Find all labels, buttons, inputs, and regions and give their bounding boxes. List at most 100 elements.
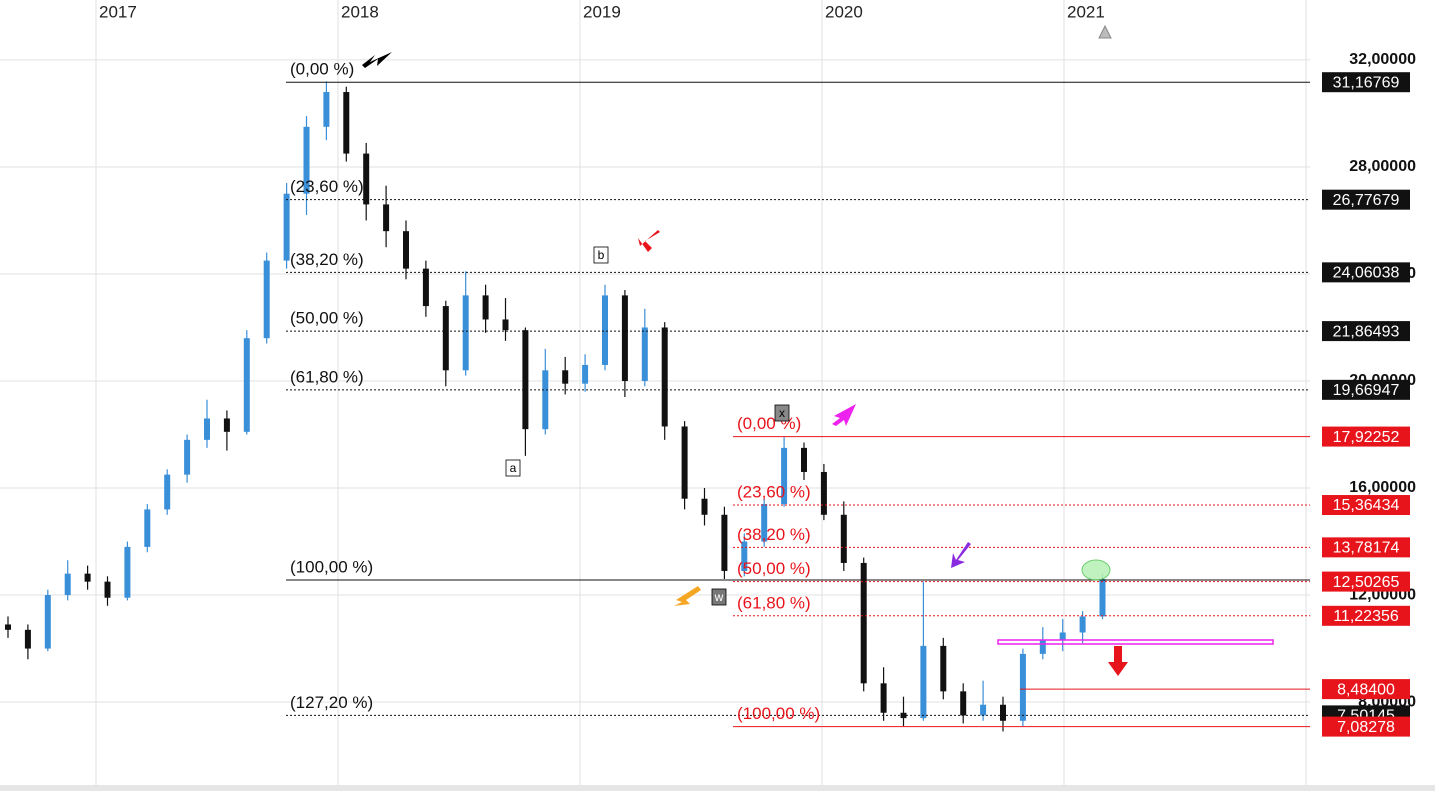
x-tick-label: 2018 [341, 2, 379, 21]
x-tick-label: 2019 [583, 2, 621, 21]
fib-label: (0,00 %) [737, 414, 801, 433]
candle-body [343, 92, 350, 154]
fib-label: (23,60 %) [290, 177, 364, 196]
fib-label: (127,20 %) [290, 693, 373, 712]
candle-body [64, 573, 71, 596]
candle-body [840, 514, 847, 563]
candle-body [880, 683, 887, 713]
candle-body [681, 426, 688, 499]
price-label: 31,16769 [1333, 74, 1400, 91]
candle-body [383, 204, 390, 232]
candle-body [482, 295, 489, 320]
price-box [1322, 262, 1410, 283]
fib-label: (50,00 %) [290, 309, 364, 328]
candle-body [422, 268, 429, 307]
price-box [1322, 571, 1410, 592]
candle-body [204, 418, 210, 440]
wave-label: b [598, 248, 605, 262]
candle-body [124, 546, 131, 598]
bottom-bar [0, 785, 1435, 791]
price-box [1322, 321, 1410, 342]
candle-body [5, 624, 11, 630]
candle-body [562, 370, 569, 384]
price-box [1322, 679, 1410, 700]
candle-body [502, 319, 509, 331]
arrow-black [362, 52, 392, 68]
wave-label: a [510, 461, 517, 475]
price-label: 19,66947 [1333, 382, 1400, 399]
price-box [1322, 379, 1410, 400]
candle-body [1000, 704, 1006, 721]
zone-rect [997, 639, 1274, 645]
candle-body [164, 474, 171, 510]
fib-label: (61,80 %) [737, 593, 811, 612]
candle-body [403, 231, 409, 269]
arrow-orange [674, 586, 701, 606]
highlight-ellipse [1081, 559, 1111, 581]
arrow-down [1108, 646, 1128, 676]
candle-body [1059, 632, 1066, 641]
price-label: 12,50265 [1333, 574, 1400, 591]
candle-body [721, 514, 728, 571]
candle-body [263, 260, 270, 339]
candle-body [701, 498, 708, 515]
candle-body [323, 92, 330, 127]
candle-body [104, 581, 111, 598]
wave-box [711, 588, 727, 606]
candle-body [1099, 578, 1106, 617]
candle-body [442, 306, 449, 371]
price-box [1322, 495, 1410, 516]
price-box [1322, 72, 1410, 93]
fib-label: (38,20 %) [290, 250, 364, 269]
fib-label: (50,00 %) [737, 559, 811, 578]
candle-body [1019, 653, 1026, 721]
price-box [1322, 605, 1410, 626]
price-label: 8,48400 [1337, 681, 1395, 698]
candle-body [602, 295, 608, 365]
candle-body [283, 193, 290, 261]
candle-body [940, 645, 947, 692]
price-label: 13,78174 [1333, 540, 1400, 557]
price-label: 11,22356 [1333, 608, 1399, 625]
x-tick-label: 2020 [825, 2, 863, 21]
arrow-red [638, 230, 660, 252]
candle-body [303, 126, 310, 194]
arrow-purple [951, 542, 971, 568]
candle-body [1079, 616, 1086, 633]
candle-body [860, 562, 867, 684]
candle-body [223, 418, 230, 432]
y-tick-label: 16,00000 [1349, 479, 1416, 496]
price-label: 17,92252 [1333, 429, 1400, 446]
price-label: 15,36434 [1333, 497, 1400, 514]
marker-triangle [1098, 24, 1112, 39]
x-tick-label: 2017 [99, 2, 137, 21]
wave-box [774, 404, 790, 422]
candle-body [761, 504, 768, 542]
candle-body [582, 364, 589, 384]
price-box [1322, 426, 1410, 447]
fib-label: (0,00 %) [290, 60, 354, 79]
price-box [1322, 189, 1410, 210]
candle-body [920, 645, 927, 719]
candle-body [363, 153, 370, 205]
candle-body [44, 595, 51, 649]
candle-body [84, 573, 91, 582]
candle-body [522, 330, 529, 430]
wave-label: w [714, 590, 724, 604]
candle-body [542, 370, 549, 430]
candle-body [144, 509, 151, 547]
candle-body [184, 439, 191, 475]
wave-label: x [779, 406, 785, 420]
candle-body [621, 295, 628, 381]
candle-body [980, 704, 987, 716]
candle-body [801, 447, 807, 472]
candle-body [960, 691, 967, 716]
candle-body [820, 471, 827, 515]
price-label: 21,86493 [1333, 323, 1400, 340]
price-label: 24,06038 [1333, 265, 1400, 282]
fib-label: (100,00 %) [737, 704, 820, 723]
fib-label: (61,80 %) [290, 367, 364, 386]
price-box [1322, 716, 1410, 737]
